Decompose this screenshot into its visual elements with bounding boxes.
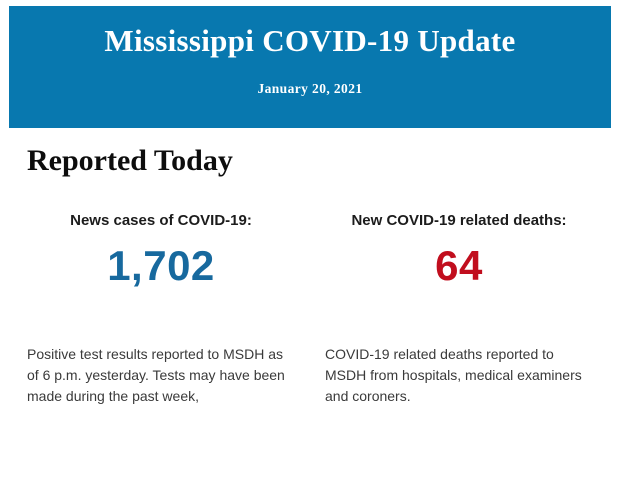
stat-card-new-cases: News cases of COVID-19: 1,702 Positive t… (27, 212, 295, 407)
stat-description-deaths: COVID-19 related deaths reported to MSDH… (325, 345, 582, 404)
banner-title: Mississippi COVID-19 Update (104, 23, 516, 58)
stat-value-new-cases: 1,702 (107, 241, 215, 289)
stats-grid: News cases of COVID-19: 1,702 Positive t… (0, 212, 620, 407)
section-heading: Reported Today (27, 144, 233, 177)
stat-label-new-cases: News cases of COVID-19: (70, 211, 252, 229)
header-banner: Mississippi COVID-19 Update January 20, … (9, 6, 611, 128)
stat-card-deaths: New COVID-19 related deaths: 64 COVID-19… (325, 212, 593, 407)
banner-date: January 20, 2021 (257, 80, 363, 96)
stat-label-deaths: New COVID-19 related deaths: (351, 211, 567, 229)
stat-description-new-cases: Positive test results reported to MSDH a… (27, 345, 285, 404)
stat-value-deaths: 64 (435, 241, 483, 289)
